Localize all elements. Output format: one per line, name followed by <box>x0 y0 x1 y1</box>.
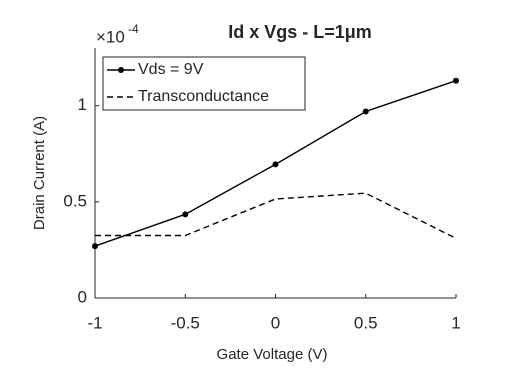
x-axis-label: Gate Voltage (V) <box>217 346 328 363</box>
data-point <box>362 108 369 115</box>
chart-title: Id x Vgs - L=1μm <box>228 22 372 42</box>
data-point <box>272 161 279 168</box>
x-tick-label: 0.5 <box>354 313 378 332</box>
y-tick-label: 0.5 <box>63 191 87 210</box>
x-tick-label: 0 <box>271 313 280 332</box>
data-point <box>92 243 98 250</box>
series-line <box>95 192 457 240</box>
x-tick-label: 1 <box>451 313 460 332</box>
y-tick-label: 0 <box>78 287 87 306</box>
legend-label: Vds = 9V <box>138 61 204 78</box>
axis-multiplier-exponent: -4 <box>128 22 139 36</box>
data-point <box>182 211 189 218</box>
legend-label: Transconductance <box>138 88 269 105</box>
legend-marker <box>118 67 124 73</box>
x-tick-label: -1 <box>87 313 102 332</box>
legend-box <box>102 56 306 111</box>
x-tick-label: -0.5 <box>171 313 200 332</box>
y-axis-label: Drain Current (A) <box>31 116 48 230</box>
data-point <box>453 77 459 84</box>
axis-multiplier: ×10 <box>96 27 125 46</box>
y-tick-label: 1 <box>78 95 87 114</box>
